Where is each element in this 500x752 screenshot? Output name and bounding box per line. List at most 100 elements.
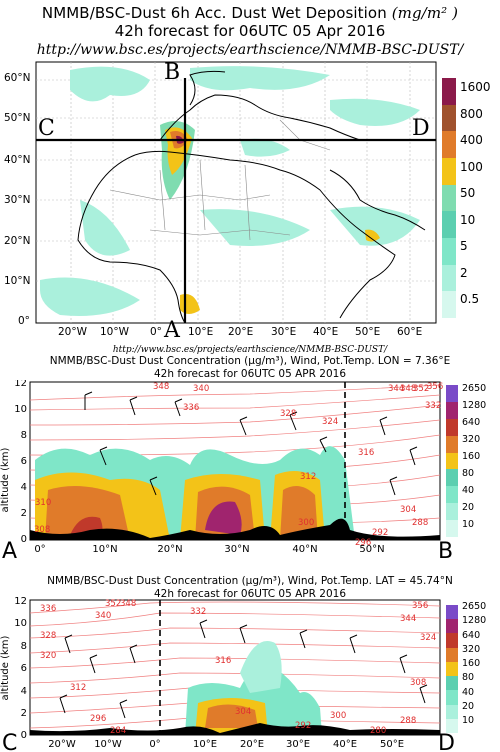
colorbar-label: 80 [462, 672, 475, 684]
colorbar-label: 1280 [462, 400, 487, 411]
contour-label: 348 [153, 382, 169, 392]
section2-colorbar [446, 605, 458, 733]
map-colorbar [442, 78, 456, 319]
y-tick: 6 [21, 663, 27, 674]
contour-label: 312 [70, 683, 86, 693]
colorbar-label: 320 [462, 643, 481, 655]
contour-label: 352 [105, 599, 121, 609]
colorbar-swatch [446, 690, 458, 705]
y-tick: 10 [14, 618, 27, 629]
colorbar-swatch [442, 158, 456, 185]
colorbar-swatch [446, 704, 458, 719]
section1-yticks: 12 10 8 6 4 2 0 [14, 380, 27, 545]
colorbar-label: 400 [460, 133, 483, 147]
x-tick: 30°E [286, 739, 310, 750]
colorbar-label: 20 [462, 701, 475, 713]
y-tick: 2 [21, 708, 27, 719]
colorbar-label: 2 [460, 265, 468, 280]
colorbar-label: 80 [462, 468, 475, 479]
contour-label: 308 [34, 525, 50, 535]
lon-label: 20°W [58, 326, 87, 338]
dust-layer-pale [240, 641, 282, 693]
contour-label: 344 [388, 384, 404, 394]
point-label-b: B [164, 60, 181, 85]
section1-colorbar-labels: 2650 1280 640 320 160 80 40 20 10 [462, 380, 486, 533]
contour-label: 296 [355, 538, 371, 548]
lon-label: 0° [150, 326, 162, 338]
section2-plot: 336 352 348 340 332 324 328 320 316 312 … [0, 596, 455, 752]
point-label-c: C [38, 116, 55, 141]
x-tick: 20°N [157, 544, 182, 555]
section1-content [30, 382, 440, 540]
x-tick: 30°N [224, 544, 249, 555]
colorbar-swatch [446, 633, 458, 648]
y-tick: 8 [21, 430, 27, 441]
x-tick: 0° [149, 739, 160, 750]
contour-label: 296 [90, 714, 106, 724]
colorbar-swatch [446, 619, 458, 634]
lon-label: 50°E [355, 326, 381, 338]
contour-label: 356 [427, 382, 443, 392]
colorbar-label: 5 [460, 239, 468, 253]
lat-label: 20°N [4, 235, 31, 247]
contour-label: 352 [413, 384, 429, 394]
colorbar-swatch [446, 661, 458, 677]
section1-plot: 348 340 336 328 324 316 344 348 352 356 … [0, 380, 453, 564]
contour-label: 280 [370, 726, 386, 736]
x-tick: 40°E [333, 739, 357, 750]
y-tick: 12 [14, 596, 27, 607]
map-url: http://www.bsc.es/projects/earthscience/… [36, 42, 464, 58]
contour-label: 300 [330, 711, 346, 721]
lon-label: 20°E [228, 326, 254, 338]
contour-label: 288 [400, 716, 416, 726]
map-colorbar-labels: 1600 800 400 100 50 10 5 2 0.5 [460, 74, 491, 313]
contour-label: 310 [35, 498, 51, 508]
colorbar-swatch [442, 264, 456, 292]
lat-label: 0° [18, 315, 30, 327]
contour-label: 336 [40, 604, 56, 614]
section1-terrain [30, 518, 440, 540]
lon-label: 10°E [188, 326, 214, 338]
map-content [36, 62, 436, 323]
contour-label: 312 [300, 472, 316, 482]
contour-label: 304 [235, 707, 251, 717]
lat-label: 40°N [4, 154, 31, 166]
x-tick: 40°N [292, 544, 317, 555]
contour-label: 332 [425, 401, 441, 411]
section1-ylabel: altitude (km) [0, 447, 11, 512]
colorbar-label: 10 [460, 212, 476, 227]
section1-colorbar [446, 385, 458, 538]
contour-label: 292 [372, 528, 388, 538]
y-tick: 2 [21, 508, 27, 519]
lat-label: 50°N [4, 112, 31, 124]
colorbar-label: 2650 [462, 383, 487, 394]
dust-layer-orange [205, 704, 258, 728]
x-tick: 0° [34, 544, 45, 555]
map-title: NMMB/BSC-Dust 6h Acc. Dust Wet Depositio… [0, 4, 500, 22]
colorbar-swatch [442, 184, 456, 212]
dust-layer-orange [280, 486, 318, 540]
colorbar-label: 1600 [460, 80, 491, 94]
section1-url: http://www.bsc.es/projects/earthscience/… [112, 345, 388, 355]
colorbar-label: 100 [460, 159, 483, 174]
section2-content [30, 600, 440, 735]
colorbar-swatch [446, 435, 458, 453]
section2-left-letter: C [2, 731, 17, 752]
map-panel [35, 61, 437, 324]
colorbar-swatch [446, 469, 458, 487]
colorbar-label: 20 [462, 502, 475, 513]
section1-right-letter: B [438, 539, 453, 564]
colorbar-label: 320 [462, 434, 481, 445]
colorbar-label: 1280 [462, 615, 487, 627]
x-tick: 10°N [92, 544, 117, 555]
section2-contour-labels: 336 352 348 340 332 324 328 320 316 312 … [40, 599, 436, 736]
colorbar-label: 40 [462, 485, 475, 496]
point-label-d: D [412, 116, 430, 141]
colorbar-swatch [442, 211, 456, 239]
colorbar-swatch [442, 291, 456, 319]
colorbar-label: 40 [462, 686, 475, 698]
lon-label: 40°E [313, 326, 339, 338]
contour-label: 324 [420, 633, 436, 643]
colorbar-swatch [442, 78, 456, 105]
contour-label: 300 [298, 518, 314, 528]
